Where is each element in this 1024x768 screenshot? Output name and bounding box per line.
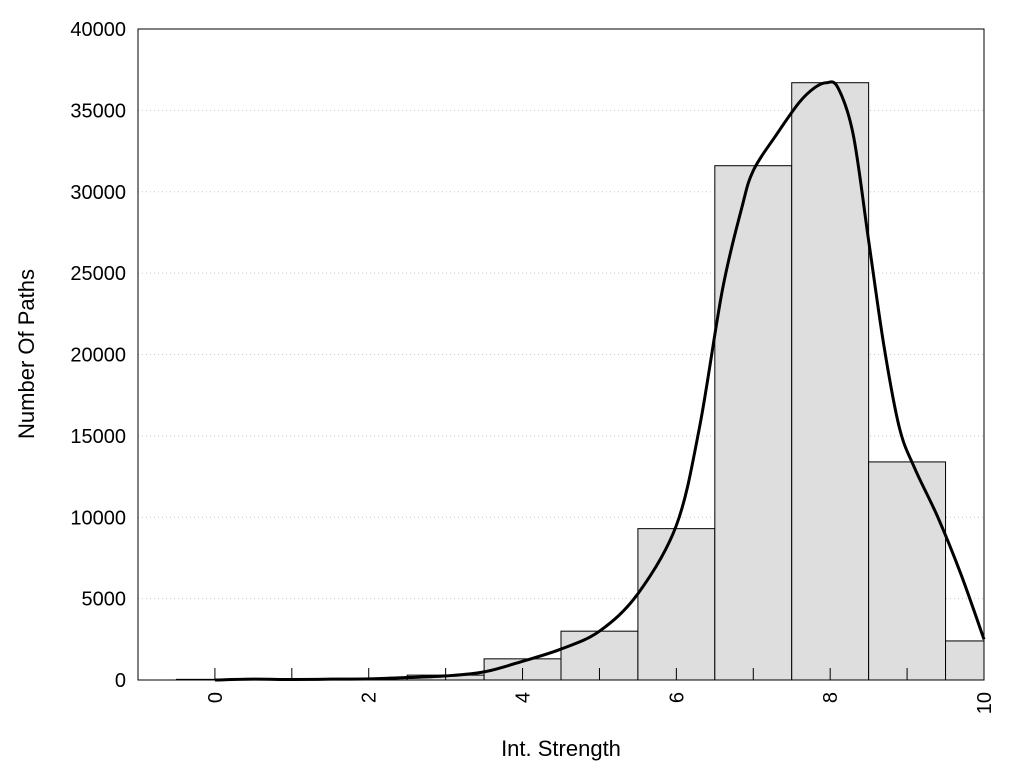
y-tick-label: 25000: [70, 263, 126, 285]
y-tick-label: 10000: [70, 507, 126, 529]
y-tick-label: 30000: [70, 182, 126, 204]
histogram-bar: [791, 82, 870, 681]
x-axis-ticks: 0 2 4 6 8 10: [205, 668, 996, 714]
x-tick-label: 2: [359, 692, 381, 703]
plot-frame: [137, 28, 985, 681]
y-tick-label: 15000: [70, 426, 126, 448]
x-tick-label: 4: [513, 692, 535, 703]
density-curve-group: [214, 80, 986, 682]
histogram-bar: [868, 461, 947, 681]
x-tick-label: 0: [205, 692, 227, 703]
density-curve: [214, 80, 986, 682]
y-axis-ticks: 0 5000 10000 15000 20000 25000 30000 35000 40000: [70, 19, 126, 692]
histogram-bar: [714, 165, 793, 681]
histogram-bar: [945, 640, 985, 681]
x-tick-label: 8: [820, 692, 842, 703]
y-axis-title: Number Of Paths: [14, 269, 39, 439]
histogram-bar: [637, 528, 716, 681]
y-tick-label: 40000: [70, 19, 126, 41]
x-tick-label: 10: [974, 692, 996, 714]
y-tick-label: 20000: [70, 345, 126, 367]
bars: [175, 82, 985, 681]
y-tick-label: 0: [115, 670, 126, 692]
y-tick-label: 5000: [82, 589, 127, 611]
y-tick-label: 35000: [70, 100, 126, 122]
x-axis-title: Int. Strength: [501, 736, 621, 761]
x-tick-label: 6: [666, 692, 688, 703]
